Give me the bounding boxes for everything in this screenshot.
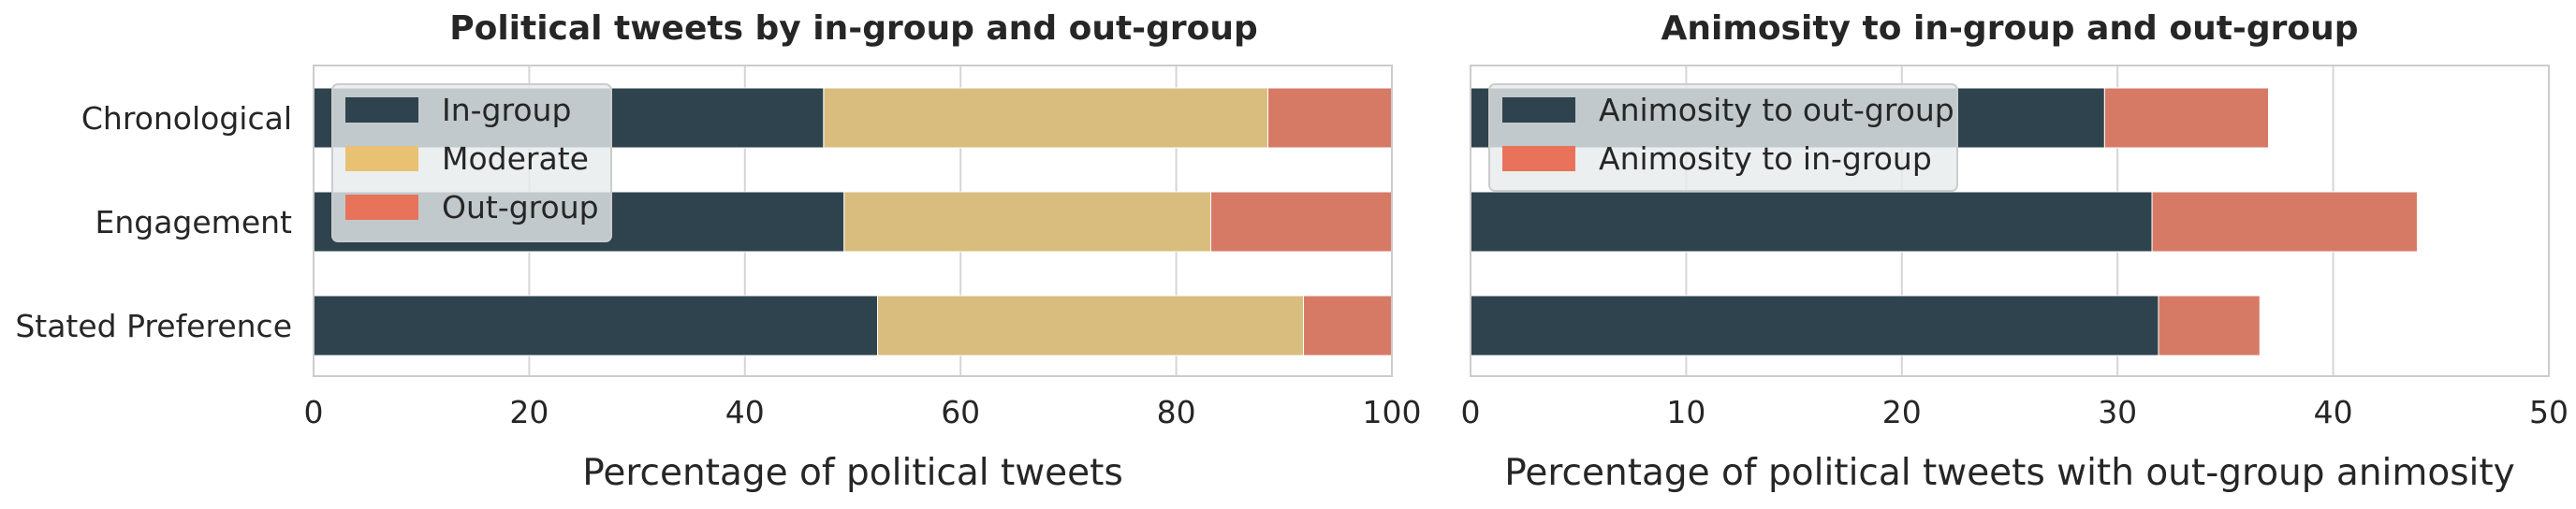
left-x-tick-labels: 0 20 40 60 80 100 — [304, 394, 1422, 430]
left-legend-swatch — [345, 97, 418, 123]
panel-left: Political tweets by in-group and out-gro… — [15, 9, 1421, 494]
left-x-tick-label: 100 — [1363, 394, 1422, 430]
right-x-tick-label: 50 — [2529, 394, 2569, 430]
left-bar-stated-preference-moderate — [876, 295, 1305, 356]
right-chart-title: Animosity to in-group and out-group — [1661, 9, 2358, 48]
right-x-tick-label: 40 — [2314, 394, 2353, 430]
left-bar-engagement-out-group — [1209, 191, 1393, 253]
left-bar-engagement-moderate — [843, 191, 1211, 253]
left-legend-label: Moderate — [442, 140, 589, 177]
left-legend-swatch — [345, 146, 418, 171]
left-legend-label: In-group — [442, 92, 571, 128]
right-bar-stated-preference-animosity-to-out-group — [1470, 295, 2159, 356]
left-chart-title: Political tweets by in-group and out-gro… — [449, 9, 1258, 48]
left-x-tick-label: 40 — [725, 394, 765, 430]
left-x-axis-label: Percentage of political tweets — [582, 452, 1123, 494]
left-legend: In-group Moderate Out-group — [331, 83, 612, 242]
right-legend: Animosity to out-group Animosity to in-gr… — [1488, 83, 1958, 192]
right-x-axis-label: Percentage of political tweets with out-… — [1504, 452, 2515, 494]
right-x-tick-labels: 0 10 20 30 40 50 — [1461, 394, 2569, 430]
right-x-tick-label: 20 — [1882, 394, 1922, 430]
right-bar-stated-preference-animosity-to-in-group — [2158, 295, 2261, 356]
left-x-tick-label: 80 — [1157, 394, 1196, 430]
left-bar-stated-preference-in-group — [313, 295, 878, 356]
y-tick-label: Stated Preference — [15, 308, 292, 344]
left-legend-label: Out-group — [442, 189, 599, 225]
right-bar-chronological-animosity-to-in-group — [2103, 87, 2269, 149]
right-legend-swatch — [1502, 146, 1575, 171]
right-bar-engagement-animosity-to-in-group — [2151, 191, 2418, 253]
right-plot-frame — [1470, 65, 2550, 377]
right-legend-label: Animosity to out-group — [1599, 92, 1954, 128]
left-x-tick-label: 20 — [509, 394, 549, 430]
y-tick-label: Chronological — [81, 100, 292, 137]
right-x-tick-label: 0 — [1461, 394, 1481, 430]
y-tick-label: Engagement — [95, 204, 293, 240]
right-legend-label: Animosity to in-group — [1599, 140, 1932, 177]
right-x-tick-label: 30 — [2098, 394, 2137, 430]
right-legend-swatch — [1502, 97, 1575, 123]
right-bar-engagement-animosity-to-out-group — [1470, 191, 2153, 253]
left-bar-stated-preference-out-group — [1303, 295, 1393, 356]
left-x-tick-label: 60 — [941, 394, 980, 430]
left-legend-swatch — [345, 195, 418, 220]
left-x-tick-label: 0 — [304, 394, 324, 430]
left-bar-chronological-out-group — [1267, 87, 1393, 149]
right-legend-frame — [1488, 83, 1958, 192]
left-y-tick-labels: Chronological Engagement Stated Preference — [15, 100, 292, 344]
panel-right: Animosity to in-group and out-group 0 10 2… — [1461, 9, 2569, 494]
right-x-tick-label: 10 — [1666, 394, 1705, 430]
left-plot-frame — [313, 65, 1393, 377]
left-bar-chronological-moderate — [823, 87, 1269, 149]
